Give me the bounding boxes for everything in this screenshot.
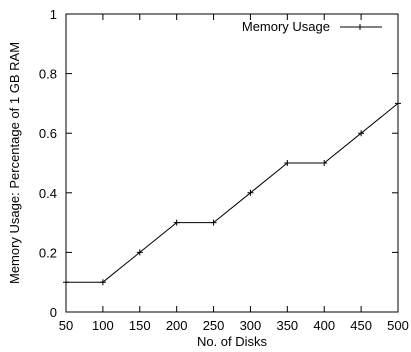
plot-frame — [65, 13, 399, 313]
data-point — [395, 100, 401, 107]
y-tick-label: 0.8 — [39, 67, 57, 82]
x-tick-label: 150 — [129, 318, 151, 333]
x-tick-label: 300 — [240, 318, 262, 333]
x-tick-label: 250 — [203, 318, 225, 333]
data-point — [99, 279, 106, 286]
x-tick-label: 500 — [387, 318, 409, 333]
x-tick-label: 50 — [59, 318, 73, 333]
data-point — [173, 219, 180, 226]
x-tick-label: 400 — [313, 318, 335, 333]
data-point — [358, 130, 365, 137]
y-tick-label: 0.2 — [39, 245, 57, 260]
data-point — [284, 160, 291, 166]
series-line — [66, 103, 399, 283]
x-axis-title: No. of Disks — [197, 334, 268, 349]
x-tick-label: 350 — [276, 318, 298, 333]
y-tick-label: 1 — [50, 7, 57, 22]
x-tick-label: 450 — [350, 318, 372, 333]
data-point — [247, 189, 254, 196]
y-tick-label: 0.6 — [39, 126, 57, 141]
data-point — [210, 219, 217, 226]
y-tick-label: 0.4 — [39, 186, 57, 201]
legend: Memory Usage — [242, 19, 382, 34]
legend-label: Memory Usage — [242, 19, 330, 34]
y-axis-title: Memory Usage: Percentage of 1 GB RAM — [7, 42, 22, 284]
x-tick-label: 200 — [166, 318, 188, 333]
legend-marker — [357, 24, 363, 30]
y-tick-label: 0 — [50, 305, 57, 320]
data-point — [321, 160, 328, 166]
data-point — [63, 279, 69, 286]
axis-ticks: 50 100 150 200 250 300 350 400 450 500 0 0.2 0.4 0.6 0… — [39, 7, 409, 333]
data-point — [136, 249, 143, 256]
series-layer — [63, 100, 401, 286]
x-tick-label: 100 — [92, 318, 114, 333]
